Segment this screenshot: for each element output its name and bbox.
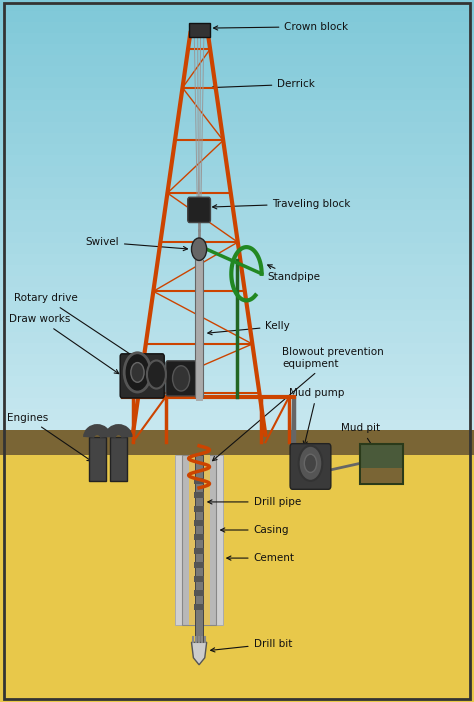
FancyBboxPatch shape xyxy=(290,444,331,489)
Bar xyxy=(0,155,474,166)
Bar xyxy=(0,221,474,232)
Bar xyxy=(0,321,474,332)
Text: Mud pump: Mud pump xyxy=(289,388,345,445)
Bar xyxy=(194,590,204,596)
Bar xyxy=(0,199,474,210)
Bar xyxy=(0,0,474,11)
Bar xyxy=(0,243,474,254)
Bar xyxy=(0,77,474,88)
Text: Drill bit: Drill bit xyxy=(210,639,292,652)
Text: Rotary drive: Rotary drive xyxy=(14,293,164,377)
Bar xyxy=(194,576,204,582)
FancyBboxPatch shape xyxy=(166,361,196,396)
FancyBboxPatch shape xyxy=(188,197,210,223)
Bar xyxy=(194,478,204,484)
Bar xyxy=(182,455,216,625)
Bar xyxy=(189,23,210,37)
Text: Cement: Cement xyxy=(227,553,294,563)
Bar xyxy=(0,33,474,44)
Text: Traveling block: Traveling block xyxy=(212,199,351,209)
Bar xyxy=(110,437,127,481)
Text: Drill pipe: Drill pipe xyxy=(208,497,301,507)
Text: Standpipe: Standpipe xyxy=(268,265,321,282)
Bar xyxy=(0,431,474,442)
Circle shape xyxy=(131,362,144,382)
Bar xyxy=(0,133,474,144)
Bar xyxy=(0,210,474,221)
Bar xyxy=(0,88,474,100)
Bar xyxy=(0,265,474,277)
Bar xyxy=(194,534,204,540)
Bar xyxy=(0,442,474,702)
FancyBboxPatch shape xyxy=(120,354,164,398)
Bar xyxy=(0,298,474,310)
Bar xyxy=(0,100,474,110)
Text: Draw works: Draw works xyxy=(9,314,119,373)
Bar xyxy=(0,420,474,431)
Bar xyxy=(0,66,474,77)
Bar xyxy=(0,430,474,455)
Bar xyxy=(195,455,203,642)
Circle shape xyxy=(124,352,151,392)
Bar xyxy=(0,144,474,155)
Bar xyxy=(0,365,474,376)
Polygon shape xyxy=(191,642,207,665)
Circle shape xyxy=(304,454,317,472)
Bar xyxy=(0,310,474,321)
Bar xyxy=(194,548,204,554)
Bar xyxy=(194,506,204,512)
Text: Mud pit: Mud pit xyxy=(341,423,381,449)
Circle shape xyxy=(191,238,207,260)
Bar xyxy=(360,444,403,484)
Bar xyxy=(175,455,223,625)
Text: Kelly: Kelly xyxy=(208,322,290,335)
Bar xyxy=(361,468,402,483)
Bar xyxy=(0,121,474,133)
Bar xyxy=(0,376,474,387)
Bar xyxy=(0,55,474,66)
Circle shape xyxy=(147,360,166,389)
Bar xyxy=(89,437,106,481)
Bar xyxy=(0,232,474,243)
Bar xyxy=(0,398,474,409)
Text: Crown block: Crown block xyxy=(213,22,348,32)
Bar xyxy=(194,492,204,498)
Bar xyxy=(0,332,474,343)
Text: Derrick: Derrick xyxy=(211,79,315,90)
Bar xyxy=(194,562,204,568)
Bar xyxy=(0,11,474,22)
Bar xyxy=(189,455,210,625)
Bar xyxy=(0,110,474,121)
Bar xyxy=(0,354,474,365)
Bar xyxy=(0,387,474,398)
Circle shape xyxy=(173,366,190,391)
Text: Swivel: Swivel xyxy=(85,237,188,251)
Text: Casing: Casing xyxy=(220,525,289,535)
Bar xyxy=(0,188,474,199)
Bar xyxy=(0,44,474,55)
Bar xyxy=(0,166,474,177)
Bar xyxy=(0,22,474,33)
Circle shape xyxy=(299,446,322,481)
Bar xyxy=(194,520,204,526)
Bar xyxy=(0,343,474,354)
Bar xyxy=(194,604,204,610)
Bar xyxy=(0,277,474,288)
Bar xyxy=(0,254,474,265)
Bar xyxy=(0,177,474,188)
Text: Engines: Engines xyxy=(7,413,91,461)
Text: Blowout prevention
equipment: Blowout prevention equipment xyxy=(212,347,384,461)
Bar xyxy=(0,409,474,420)
Bar xyxy=(0,288,474,298)
